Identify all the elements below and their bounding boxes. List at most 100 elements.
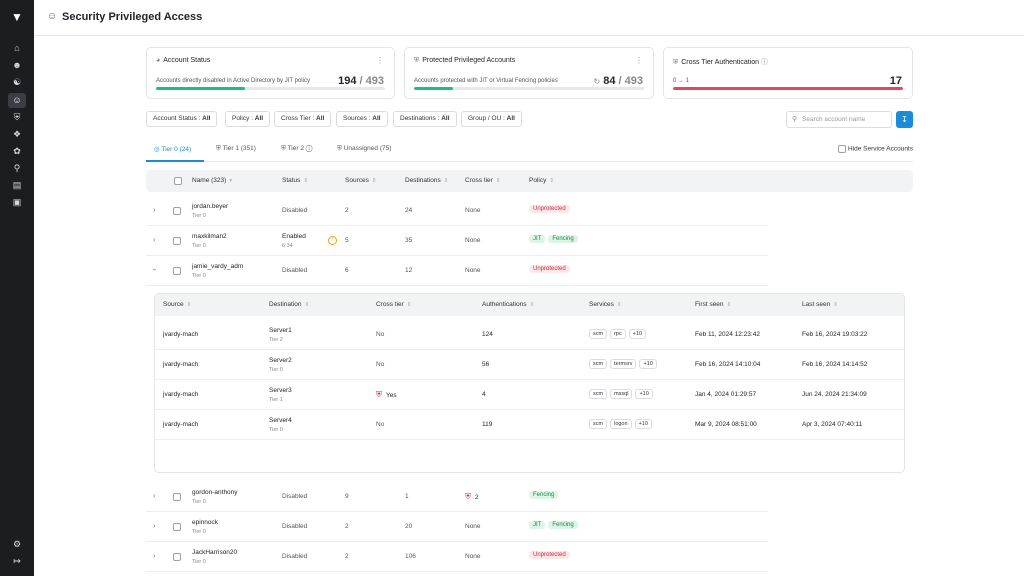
warning-icon: ! bbox=[328, 236, 337, 245]
policy: JIT Fencing bbox=[529, 521, 581, 529]
chevron-right-icon[interactable]: › bbox=[153, 207, 156, 214]
tab-unassigned[interactable]: ⛨ Unassigned (75) bbox=[337, 145, 392, 152]
column-services[interactable]: Services ⇕ bbox=[589, 301, 622, 308]
column-status[interactable]: Status ⇕ bbox=[282, 177, 309, 184]
cross-tier: ⛨ Yes bbox=[376, 390, 397, 399]
chevron-right-icon[interactable]: › bbox=[153, 523, 156, 530]
network-icon[interactable]: ❖ bbox=[12, 129, 22, 139]
last-seen: Feb 16, 2024 19:03:22 bbox=[802, 331, 868, 338]
shield-check-icon: ⛨ bbox=[414, 57, 420, 64]
cross-tier: No bbox=[376, 361, 385, 368]
row-checkbox[interactable] bbox=[173, 523, 181, 531]
row-checkbox[interactable] bbox=[173, 237, 181, 245]
document-icon[interactable]: ▤ bbox=[12, 180, 22, 190]
filter-account-status[interactable]: Account Status : All bbox=[146, 111, 218, 127]
table-row[interactable]: › gordon-anthony Tier 0 Disabled 9 1 ⛨ 2 … bbox=[146, 482, 768, 512]
table-row[interactable]: › jordan.beyer Tier 0 Disabled 2 24 None… bbox=[146, 196, 768, 226]
download-icon: ↧ bbox=[901, 115, 908, 124]
sub-table-header: Source ⇕ Destination ⇕ Cross tier ⇕ Authent… bbox=[155, 294, 904, 316]
column-source[interactable]: Source ⇕ bbox=[163, 301, 192, 308]
more-icon[interactable]: ⋮ bbox=[635, 56, 643, 65]
tab-tier-0[interactable]: ◎ Tier 0 (24) bbox=[154, 146, 192, 153]
column-cross-tier[interactable]: Cross tier ⇕ bbox=[465, 177, 501, 184]
column-policy[interactable]: Policy ⇕ bbox=[529, 177, 554, 184]
sources: 2 bbox=[345, 553, 349, 560]
column-last-seen[interactable]: Last seen ⇕ bbox=[802, 301, 838, 308]
destinations: 12 bbox=[405, 267, 413, 274]
table-row[interactable]: › maxkilman2 Tier 0 Enabled 6:34 ! 5 35 … bbox=[146, 226, 768, 256]
select-all-checkbox[interactable] bbox=[174, 177, 182, 185]
id-card-icon[interactable]: ▣ bbox=[12, 197, 22, 207]
cross-tier: None bbox=[465, 267, 481, 274]
fingerprint-icon[interactable]: ✿ bbox=[13, 146, 21, 156]
table-row[interactable]: › jamie_vardy_adm Tier 0 Disabled 6 12 N… bbox=[146, 256, 768, 286]
filter-destinations[interactable]: Destinations : All bbox=[393, 111, 457, 127]
active-tab-indicator bbox=[146, 160, 204, 162]
destinations: 20 bbox=[405, 523, 413, 530]
table-row[interactable]: › JackHarrison20 Tier 0 Disabled 2 106 N… bbox=[146, 542, 768, 572]
users-group-icon[interactable]: ☯ bbox=[12, 77, 22, 87]
chevron-right-icon[interactable]: › bbox=[153, 237, 156, 244]
column-cross-tier[interactable]: Cross tier ⇕ bbox=[376, 301, 412, 308]
account-name: epinnock bbox=[192, 519, 219, 526]
last-seen: Feb 16, 2024 14:14:52 bbox=[802, 361, 868, 368]
destination: Server3 bbox=[269, 387, 292, 394]
chevron-down-icon[interactable]: › bbox=[150, 268, 158, 271]
filter-sources[interactable]: Sources : All bbox=[336, 111, 388, 127]
column-destinations[interactable]: Destinations ⇕ bbox=[405, 177, 449, 184]
destinations: 1 bbox=[405, 493, 409, 500]
search-input[interactable]: ⚲ Search account name bbox=[786, 111, 892, 128]
info-icon: ⓘ bbox=[305, 145, 313, 152]
sources: 6 bbox=[345, 267, 349, 274]
row-checkbox[interactable] bbox=[173, 553, 181, 561]
destinations: 35 bbox=[405, 237, 413, 244]
row-checkbox[interactable] bbox=[173, 207, 181, 215]
more-icon[interactable]: ⋮ bbox=[376, 56, 384, 65]
filter-cross-tier[interactable]: Cross Tier : All bbox=[274, 111, 332, 127]
authentications: 4 bbox=[482, 391, 486, 398]
chevron-right-icon[interactable]: › bbox=[153, 493, 156, 500]
account-tier: Tier 0 bbox=[192, 559, 206, 565]
logo-icon[interactable]: ▼ bbox=[11, 10, 23, 24]
search-icon: ⚲ bbox=[792, 116, 798, 123]
gauge-icon: ◕ bbox=[156, 57, 161, 64]
logout-icon[interactable]: ↦ bbox=[13, 556, 21, 566]
tab-tier-1[interactable]: ⛨ Tier 1 (351) bbox=[216, 145, 256, 152]
column-first-seen[interactable]: First seen ⇕ bbox=[695, 301, 732, 308]
cross-tier: No bbox=[376, 331, 385, 338]
column-sources[interactable]: Sources ⇕ bbox=[345, 177, 377, 184]
column-destination[interactable]: Destination ⇕ bbox=[269, 301, 310, 308]
row-checkbox[interactable] bbox=[173, 267, 181, 275]
account-icon[interactable]: ☺ bbox=[8, 93, 26, 108]
export-button[interactable]: ↧ bbox=[896, 111, 913, 128]
connection-row: jvardy-mach Server1 Tier 2 No 124 scm rpc… bbox=[155, 320, 904, 350]
user-icon[interactable]: ☻ bbox=[12, 60, 22, 70]
column-authentications[interactable]: Authentications ⇕ bbox=[482, 301, 535, 308]
card-value: 17 bbox=[889, 75, 902, 87]
card-subtitle: 0 → 1 bbox=[673, 78, 690, 84]
row-checkbox[interactable] bbox=[173, 493, 181, 501]
tab-tier-2[interactable]: ⛨ Tier 2 ⓘ bbox=[281, 145, 313, 152]
source: jvardy-mach bbox=[163, 361, 199, 368]
filter-policy[interactable]: Policy : All bbox=[225, 111, 271, 127]
shield-icon[interactable]: ⛨ bbox=[13, 112, 21, 122]
column-name[interactable]: Name (323) ▾ bbox=[192, 177, 233, 184]
shield-icon: ⛨ bbox=[281, 145, 286, 152]
account-name: maxkilman2 bbox=[192, 233, 227, 240]
services: scm mssql +10 bbox=[589, 389, 656, 399]
hide-service-accounts-toggle[interactable]: Hide Service Accounts bbox=[838, 145, 913, 153]
account-tier: Tier 0 bbox=[192, 529, 206, 535]
first-seen: Feb 16, 2024 14:10:04 bbox=[695, 361, 761, 368]
tier-tabs: ◎ Tier 0 (24) ⛨ Tier 1 (351) ⛨ Tier 2 ⓘ … bbox=[146, 140, 913, 162]
connections-panel: Source ⇕ Destination ⇕ Cross tier ⇕ Authent… bbox=[154, 293, 905, 473]
progress-bar bbox=[156, 87, 385, 90]
shield-icon: ⛨ bbox=[337, 145, 342, 152]
destination: Server4 bbox=[269, 417, 292, 424]
chevron-right-icon[interactable]: › bbox=[153, 553, 156, 560]
key-icon[interactable]: ⚲ bbox=[13, 163, 21, 173]
filter-group-ou[interactable]: Group / OU : All bbox=[461, 111, 522, 127]
table-row[interactable]: › epinnock Tier 0 Disabled 2 20 None JIT… bbox=[146, 512, 768, 542]
settings-icon[interactable]: ⚙ bbox=[12, 539, 22, 549]
info-icon[interactable]: ⓘ bbox=[761, 59, 769, 66]
home-icon[interactable]: ⌂ bbox=[14, 43, 20, 53]
